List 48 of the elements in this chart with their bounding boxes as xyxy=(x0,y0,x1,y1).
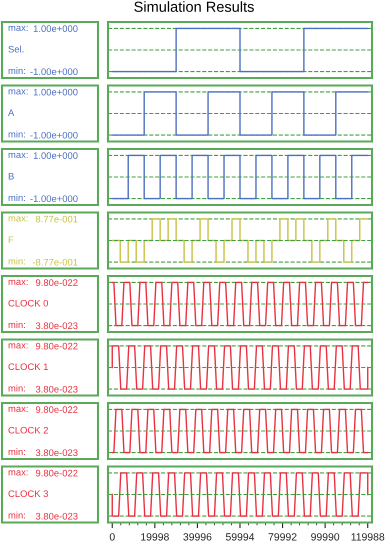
text: max: xyxy=(8,152,28,158)
text: min: xyxy=(8,384,25,392)
y-tick-label: -8.77e-001 xyxy=(32,258,78,266)
text: CLOCK 0 xyxy=(8,300,48,307)
y-tick-label: 9.80e-022 xyxy=(36,470,78,476)
text: min: xyxy=(8,67,25,74)
y-tick-label: 1.00e+000 xyxy=(34,152,78,159)
y-tick-label: 1.00e+000 xyxy=(34,88,78,96)
x-tick-label: 99990 xyxy=(311,533,340,541)
text: F xyxy=(8,236,14,243)
text: CLOCK 2 xyxy=(8,426,48,434)
y-tick-label: 3.80e-023 xyxy=(36,322,78,330)
y-tick-label: -1.00e+000 xyxy=(30,195,78,202)
y-tick-label: 9.80e-022 xyxy=(36,342,78,350)
x-tick-label: 79992 xyxy=(268,533,297,541)
y-tick-label: 8.77e-001 xyxy=(36,216,78,222)
text: min: xyxy=(8,512,25,518)
y-tick-label: 1.00e+000 xyxy=(34,25,78,32)
text: A xyxy=(8,109,14,116)
text: min: xyxy=(8,258,25,264)
y-tick-label: -1.00e+000 xyxy=(30,68,78,76)
text: max: xyxy=(8,406,28,412)
x-tick-label: 39996 xyxy=(183,533,212,541)
text: min: xyxy=(8,130,25,138)
y-tick-label: 9.80e-022 xyxy=(36,406,78,413)
chart-title: Simulation Results xyxy=(134,1,254,12)
text: CLOCK 1 xyxy=(8,363,48,370)
y-tick-label: 3.80e-023 xyxy=(36,512,78,520)
text: max: xyxy=(8,216,28,222)
x-tick-label: 0 xyxy=(110,533,115,541)
y-tick-label: 3.80e-023 xyxy=(36,449,78,456)
x-tick-label: 59994 xyxy=(226,533,254,541)
text: max: xyxy=(8,280,28,285)
text: Sel. xyxy=(8,46,24,53)
text: min: xyxy=(8,321,25,328)
x-tick-label: 119988 xyxy=(352,533,384,541)
text: max: xyxy=(8,26,28,31)
text: B xyxy=(8,172,14,180)
text: min: xyxy=(8,448,25,455)
text: min: xyxy=(8,194,25,201)
y-tick-label: -1.00e+000 xyxy=(30,132,78,139)
text: max: xyxy=(8,89,28,94)
x-tick-label: 19998 xyxy=(141,533,169,541)
text: max: xyxy=(8,343,28,348)
text: CLOCK 3 xyxy=(8,490,48,498)
y-tick-label: 3.80e-023 xyxy=(36,386,78,393)
y-tick-label: 9.80e-022 xyxy=(36,279,78,286)
text: max: xyxy=(8,470,28,476)
